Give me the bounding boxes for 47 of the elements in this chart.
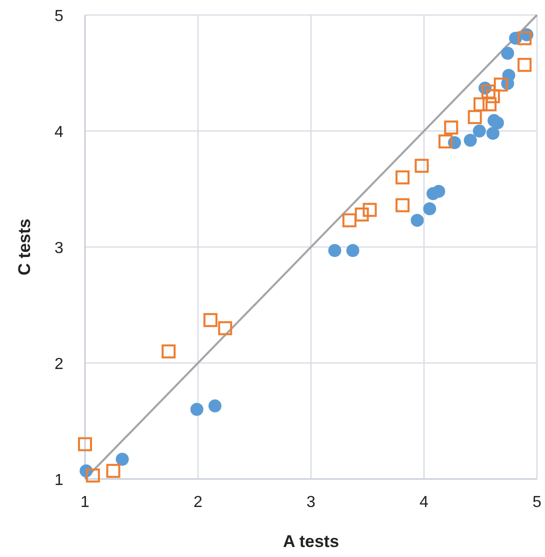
point bbox=[518, 31, 532, 46]
y-tick-label: 5 bbox=[54, 8, 64, 25]
point bbox=[162, 344, 176, 358]
y-tick-label: 3 bbox=[54, 240, 64, 257]
point bbox=[481, 84, 496, 99]
point bbox=[106, 464, 120, 478]
y-tick-label: 4 bbox=[54, 124, 64, 141]
point bbox=[474, 97, 488, 112]
x-tick-label: 5 bbox=[532, 494, 542, 511]
point bbox=[432, 184, 446, 198]
point bbox=[203, 313, 218, 328]
point bbox=[328, 244, 342, 257]
point bbox=[190, 402, 204, 416]
point bbox=[86, 468, 100, 483]
point bbox=[482, 97, 497, 112]
point bbox=[423, 202, 436, 216]
point bbox=[464, 134, 477, 147]
x-tick-label: 4 bbox=[420, 494, 429, 511]
point bbox=[354, 208, 369, 222]
point bbox=[490, 116, 504, 130]
point bbox=[396, 170, 410, 184]
point bbox=[494, 78, 508, 92]
point bbox=[414, 158, 429, 173]
point bbox=[438, 134, 452, 148]
y-tick-label: 1 bbox=[54, 472, 64, 489]
point bbox=[346, 244, 360, 257]
point bbox=[486, 89, 500, 104]
x-tick-label: 2 bbox=[194, 494, 203, 511]
point bbox=[486, 126, 500, 140]
point bbox=[78, 437, 92, 452]
point bbox=[218, 321, 232, 336]
x-tick-label: 1 bbox=[80, 494, 90, 511]
point bbox=[208, 399, 222, 412]
y-tick-label: 2 bbox=[54, 356, 64, 373]
point bbox=[396, 198, 410, 212]
x-tick-label: 3 bbox=[306, 494, 316, 511]
point bbox=[342, 213, 356, 228]
point bbox=[501, 46, 514, 60]
point bbox=[472, 124, 486, 138]
x-axis-title: A tests bbox=[282, 532, 340, 551]
point bbox=[518, 58, 532, 72]
point bbox=[468, 110, 482, 124]
point bbox=[410, 214, 424, 227]
point bbox=[362, 202, 377, 217]
point bbox=[444, 120, 458, 135]
y-axis-title: C tests bbox=[15, 218, 34, 276]
point bbox=[116, 452, 129, 466]
